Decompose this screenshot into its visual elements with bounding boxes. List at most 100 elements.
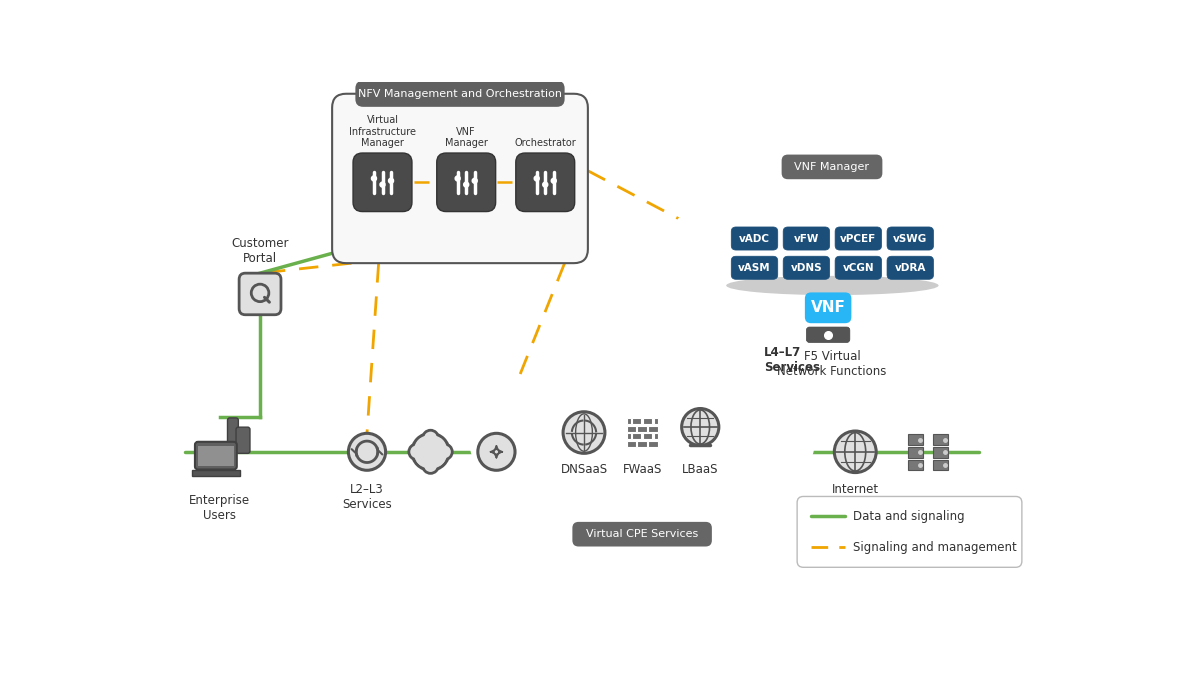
FancyBboxPatch shape (194, 442, 236, 469)
Bar (643, 418, 653, 424)
FancyBboxPatch shape (887, 227, 934, 250)
Bar (632, 434, 641, 440)
FancyBboxPatch shape (516, 153, 575, 212)
Ellipse shape (510, 416, 575, 465)
Text: Data and signaling: Data and signaling (853, 510, 965, 523)
FancyBboxPatch shape (932, 434, 948, 445)
FancyBboxPatch shape (805, 292, 851, 323)
Text: L4–L7
Services: L4–L7 Services (763, 346, 820, 374)
Circle shape (414, 435, 448, 469)
Text: vPCEF: vPCEF (840, 234, 876, 243)
FancyBboxPatch shape (731, 227, 778, 250)
Circle shape (456, 176, 460, 181)
Bar (648, 441, 658, 447)
FancyBboxPatch shape (355, 81, 565, 107)
Circle shape (372, 176, 376, 181)
Ellipse shape (469, 357, 815, 527)
Ellipse shape (845, 298, 924, 364)
Text: vASM: vASM (738, 263, 770, 273)
Ellipse shape (822, 175, 979, 330)
FancyBboxPatch shape (198, 446, 234, 466)
Ellipse shape (857, 210, 944, 295)
Bar (637, 425, 647, 432)
Ellipse shape (732, 201, 832, 297)
Ellipse shape (559, 393, 725, 491)
Bar (192, 469, 240, 475)
Ellipse shape (690, 163, 874, 335)
Text: FWaaS: FWaaS (623, 463, 662, 476)
FancyBboxPatch shape (806, 327, 850, 342)
Circle shape (544, 182, 547, 187)
FancyBboxPatch shape (908, 460, 924, 471)
FancyBboxPatch shape (332, 94, 588, 263)
Ellipse shape (902, 242, 967, 312)
Text: VNF Manager: VNF Manager (794, 162, 870, 172)
Text: NFV Management and Orchestration: NFV Management and Orchestration (358, 89, 562, 99)
Ellipse shape (655, 456, 732, 503)
Circle shape (473, 179, 476, 183)
FancyBboxPatch shape (731, 256, 778, 279)
Ellipse shape (726, 276, 938, 295)
Bar (637, 441, 647, 447)
Ellipse shape (752, 136, 932, 316)
Circle shape (682, 408, 719, 445)
Ellipse shape (666, 393, 751, 453)
FancyBboxPatch shape (784, 256, 829, 279)
Ellipse shape (605, 369, 700, 440)
Text: DNSaaS: DNSaaS (560, 463, 607, 476)
Text: vFW: vFW (793, 234, 820, 243)
Circle shape (563, 412, 605, 453)
Text: VNF
Manager: VNF Manager (445, 127, 487, 149)
Text: Internet: Internet (832, 483, 878, 496)
Text: vSWG: vSWG (893, 234, 928, 243)
Text: vDRA: vDRA (894, 263, 926, 273)
Ellipse shape (632, 368, 785, 478)
Ellipse shape (710, 416, 774, 465)
Text: VNF: VNF (811, 300, 846, 315)
Ellipse shape (734, 298, 814, 364)
Text: F5 Virtual
Network Functions: F5 Virtual Network Functions (778, 350, 887, 378)
Ellipse shape (547, 456, 624, 503)
Bar (643, 434, 653, 440)
Text: Enterprise
Users: Enterprise Users (190, 494, 251, 522)
Ellipse shape (793, 176, 892, 276)
Circle shape (437, 444, 452, 460)
Circle shape (534, 176, 539, 181)
Circle shape (422, 430, 438, 446)
FancyBboxPatch shape (887, 256, 934, 279)
Text: Customer
Portal: Customer Portal (232, 237, 289, 264)
Bar (654, 418, 658, 424)
FancyBboxPatch shape (908, 434, 924, 445)
Bar (654, 434, 658, 440)
Ellipse shape (654, 159, 1010, 398)
Ellipse shape (504, 360, 683, 482)
FancyBboxPatch shape (835, 227, 882, 250)
Text: vCGN: vCGN (842, 263, 874, 273)
Bar (626, 418, 630, 424)
FancyBboxPatch shape (932, 447, 948, 458)
FancyBboxPatch shape (572, 522, 712, 547)
Circle shape (389, 179, 394, 183)
Text: vDNS: vDNS (791, 263, 822, 273)
FancyBboxPatch shape (781, 155, 882, 179)
Bar (626, 425, 636, 432)
Circle shape (552, 179, 556, 183)
Circle shape (478, 434, 515, 471)
Bar (626, 434, 630, 440)
Circle shape (422, 458, 438, 473)
Ellipse shape (565, 340, 739, 469)
Ellipse shape (545, 387, 642, 454)
FancyBboxPatch shape (908, 447, 924, 458)
Circle shape (834, 431, 876, 473)
FancyBboxPatch shape (239, 273, 281, 314)
Circle shape (412, 434, 449, 471)
Circle shape (464, 182, 468, 187)
FancyBboxPatch shape (835, 256, 882, 279)
FancyBboxPatch shape (784, 227, 829, 250)
Text: LBaaS: LBaaS (682, 463, 719, 476)
FancyBboxPatch shape (797, 497, 1022, 567)
Ellipse shape (696, 242, 762, 312)
Text: Virtual
Infrastructure
Manager: Virtual Infrastructure Manager (349, 115, 416, 149)
Text: L2–L3
Services: L2–L3 Services (342, 483, 392, 510)
FancyBboxPatch shape (932, 460, 948, 471)
